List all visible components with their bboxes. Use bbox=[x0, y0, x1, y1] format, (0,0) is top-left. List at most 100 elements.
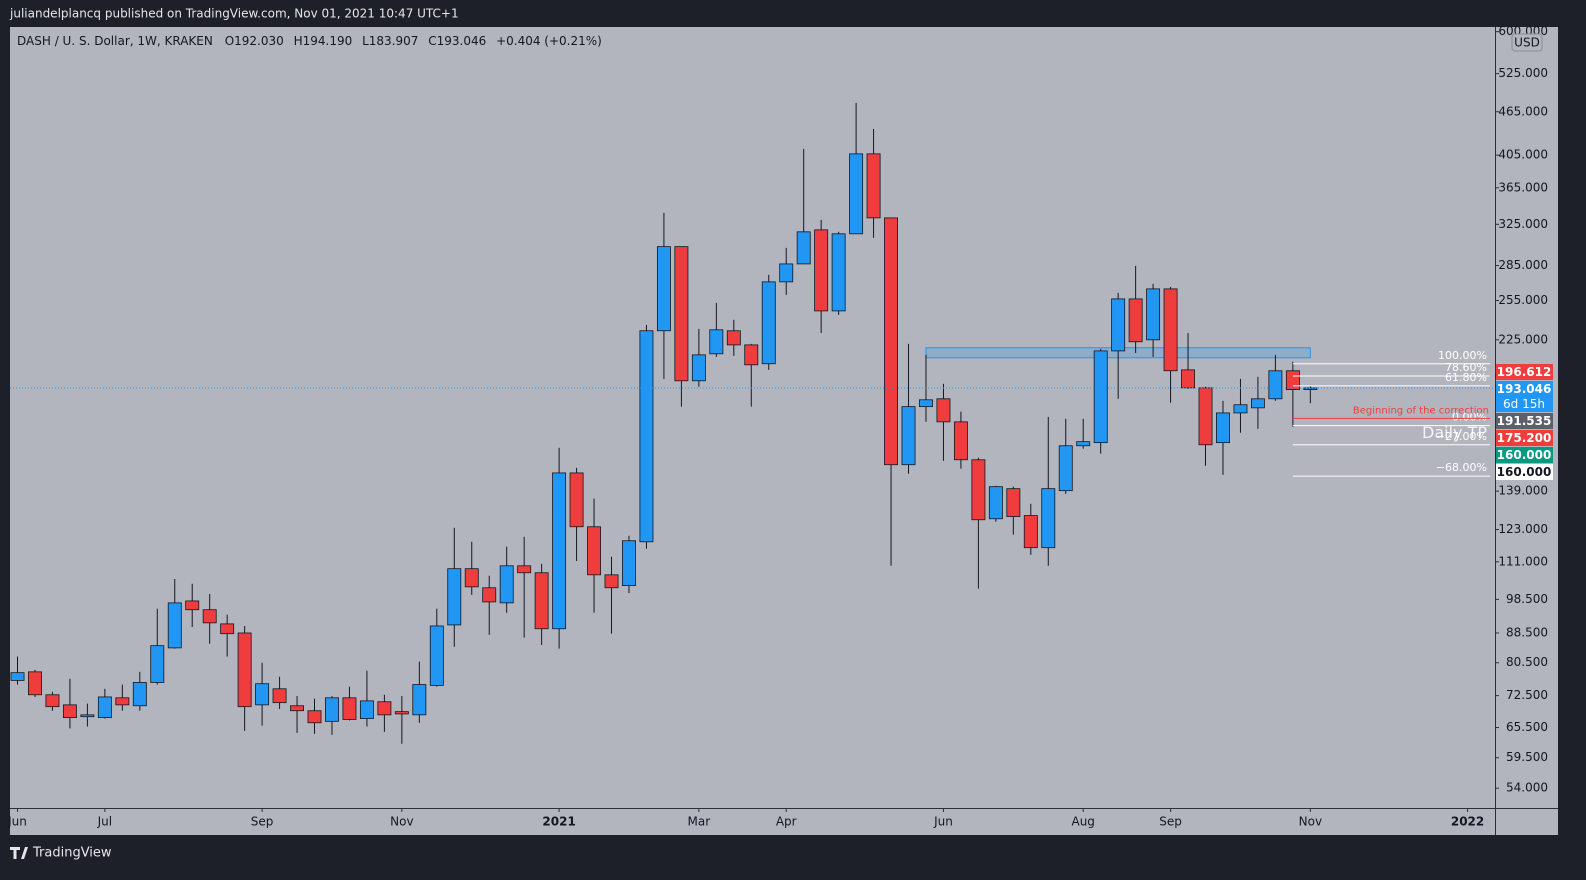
y-tick-label: 365.000 bbox=[1498, 180, 1548, 194]
y-tick-label: 72.500 bbox=[1506, 688, 1548, 702]
y-tick-label: 225.000 bbox=[1498, 332, 1548, 346]
candle-body bbox=[45, 694, 60, 708]
candle-body bbox=[447, 568, 462, 626]
y-tick-label: 123.000 bbox=[1498, 522, 1548, 536]
candle-body bbox=[1093, 350, 1108, 444]
candle-body bbox=[429, 625, 444, 686]
candle-body bbox=[639, 330, 654, 543]
candle-body bbox=[28, 671, 42, 696]
footer-logo: TradingView bbox=[10, 846, 112, 861]
price-tag-label: 196.612 bbox=[1497, 365, 1552, 379]
candle-body bbox=[709, 329, 724, 355]
candle-body bbox=[971, 459, 986, 521]
candle-body bbox=[1076, 441, 1091, 447]
candle-body bbox=[1058, 445, 1073, 492]
publisher-bar: juliandelplancq published on TradingView… bbox=[9, 7, 459, 21]
price-tag-label: 160.000 bbox=[1497, 465, 1552, 479]
y-tick-label: 88.500 bbox=[1506, 625, 1548, 639]
candle-body bbox=[1285, 370, 1300, 391]
axis-corner bbox=[1496, 809, 1558, 835]
candle-body bbox=[604, 574, 619, 589]
fib-label: 100.00% bbox=[1438, 349, 1487, 362]
price-tag bbox=[1496, 464, 1553, 480]
candle-body bbox=[499, 565, 514, 604]
x-tick-label: Aug bbox=[1071, 815, 1094, 829]
price-tag bbox=[1496, 413, 1553, 429]
legend-high: H194.190 bbox=[294, 34, 353, 48]
footer-text: TradingView bbox=[32, 846, 112, 861]
candle-body bbox=[220, 623, 235, 635]
y-tick-label: 285.000 bbox=[1498, 258, 1548, 272]
candle-body bbox=[1111, 298, 1126, 352]
y-tick-label: 255.000 bbox=[1498, 293, 1548, 307]
candle-body bbox=[202, 609, 217, 624]
x-tick-label: Sep bbox=[1159, 815, 1182, 829]
candle-body bbox=[814, 229, 829, 312]
candle-body bbox=[1023, 515, 1038, 549]
currency-box[interactable] bbox=[1511, 33, 1543, 52]
candle-body bbox=[953, 421, 968, 461]
candle-body bbox=[569, 472, 584, 528]
candle-body bbox=[1163, 288, 1178, 372]
candle-body bbox=[674, 246, 689, 382]
x-tick-label: Jun bbox=[933, 815, 953, 829]
price-tag-label: 175.200 bbox=[1497, 431, 1552, 445]
price-tag bbox=[1496, 364, 1553, 380]
price-tag bbox=[1496, 430, 1553, 446]
price-tag-label: 193.046 bbox=[1497, 382, 1552, 396]
candle-body bbox=[726, 330, 741, 346]
candle-body bbox=[988, 486, 1003, 520]
fib-label: 78.60% bbox=[1445, 361, 1487, 374]
candle-body bbox=[10, 672, 25, 681]
x-tick-label: Mar bbox=[688, 815, 711, 829]
price-tag-label: 191.535 bbox=[1497, 414, 1552, 428]
candle-body bbox=[866, 153, 881, 219]
price-tag-label: 160.000 bbox=[1497, 448, 1552, 462]
candle-body bbox=[796, 231, 811, 265]
candle-body bbox=[552, 472, 567, 630]
fib-label: 0.00% bbox=[1452, 411, 1487, 424]
y-tick-label: 139.000 bbox=[1498, 484, 1548, 498]
logo-icon bbox=[10, 847, 28, 859]
candle-body bbox=[1006, 488, 1021, 517]
x-tick-label: Nov bbox=[390, 815, 413, 829]
candle-body bbox=[534, 572, 549, 630]
candle-body bbox=[1216, 412, 1230, 444]
candle-body bbox=[779, 263, 794, 283]
candle-body bbox=[377, 701, 392, 716]
correction-label: Beginning of the correction bbox=[1353, 405, 1489, 416]
legend-change: +0.404 (+0.21%) bbox=[496, 34, 602, 48]
currency: USD bbox=[1514, 36, 1540, 50]
candle-body bbox=[80, 714, 95, 718]
candle-body bbox=[185, 600, 200, 611]
candle-body bbox=[307, 710, 322, 724]
candle-body bbox=[919, 399, 933, 408]
y-tick-label: 111.000 bbox=[1498, 554, 1548, 568]
price-tag-sublabel: 6d 15h bbox=[1503, 397, 1545, 411]
candle-body bbox=[394, 711, 409, 715]
annotation: Daily TP bbox=[1422, 423, 1487, 442]
y-tick-label: 65.500 bbox=[1506, 720, 1548, 734]
candle-body bbox=[167, 602, 182, 649]
fib-label: −27.00% bbox=[1436, 430, 1487, 443]
candle-body bbox=[1233, 404, 1248, 414]
candle-body bbox=[1146, 288, 1161, 341]
candle-body bbox=[482, 587, 497, 603]
x-tick-label: 2022 bbox=[1451, 815, 1484, 829]
candle-body bbox=[936, 398, 951, 423]
candle-body bbox=[412, 684, 427, 716]
y-tick-label: 98.500 bbox=[1506, 592, 1548, 606]
x-tick-label: Jul bbox=[97, 815, 112, 829]
fib-label: −68.00% bbox=[1436, 461, 1487, 474]
candle-body bbox=[517, 565, 532, 574]
candle-body bbox=[831, 233, 846, 312]
legend: DASH / U. S. Dollar, 1W, KRAKEN O192.030… bbox=[17, 34, 602, 48]
candle-body bbox=[255, 683, 270, 706]
candle-body bbox=[884, 217, 898, 466]
candle-body bbox=[132, 682, 147, 707]
y-tick-label: 325.000 bbox=[1498, 217, 1548, 231]
marks: 600.000525.000465.000405.000365.000325.0… bbox=[7, 24, 1553, 829]
x-tick-label: Sep bbox=[251, 815, 274, 829]
candle-body bbox=[1250, 398, 1265, 409]
candle-body bbox=[325, 697, 339, 722]
